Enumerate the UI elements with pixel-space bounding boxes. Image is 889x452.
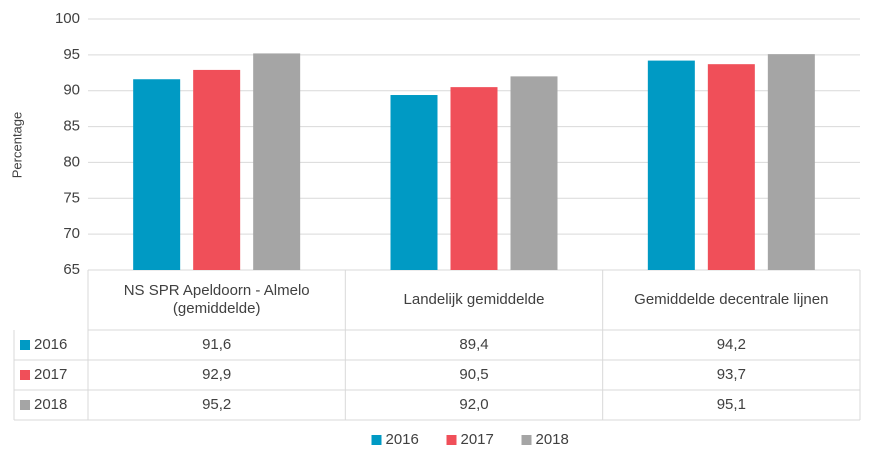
category-label: NS SPR Apeldoorn - Almelo (gemiddelde) [123, 282, 310, 317]
bar [193, 69, 241, 270]
bar [707, 64, 755, 271]
y-tick-label: 100 [55, 10, 80, 27]
legend-label: 2018 [536, 431, 569, 448]
y-tick-label: 70 [63, 225, 80, 242]
table-value: 91,6 [202, 336, 232, 353]
table-key [20, 340, 30, 350]
y-tick-label: 65 [63, 261, 80, 278]
legend-label: 2017 [461, 431, 494, 448]
category-label: Landelijk gemiddelde [403, 291, 545, 308]
table-value: 89,4 [459, 336, 489, 353]
bar [450, 87, 498, 270]
y-tick-label: 90 [63, 82, 80, 99]
bar [510, 76, 558, 270]
legend-label: 2016 [386, 431, 419, 448]
legend-swatch [446, 435, 457, 445]
bar [253, 53, 301, 271]
table-value: 93,7 [716, 366, 746, 383]
table-key [20, 400, 30, 410]
table-value: 94,2 [716, 336, 746, 353]
bar [133, 79, 181, 271]
table-value: 92,0 [459, 396, 489, 413]
table-value: 95,1 [716, 396, 746, 413]
y-tick-label: 80 [63, 153, 80, 170]
legend-swatch [371, 435, 382, 445]
category-label: Gemiddelde decentrale lijnen [634, 291, 829, 308]
row-header: 2018 [34, 396, 68, 413]
table-value: 95,2 [202, 396, 232, 413]
bar [767, 54, 815, 270]
y-tick-label: 75 [63, 189, 80, 206]
row-header: 2017 [34, 366, 68, 383]
y-tick-label: 95 [63, 46, 80, 63]
row-header: 2016 [34, 336, 68, 353]
table-value: 92,9 [202, 366, 232, 383]
table-key [20, 370, 30, 380]
y-tick-label: 85 [63, 118, 80, 135]
table-value: 90,5 [459, 366, 489, 383]
bar [390, 95, 438, 270]
bar [647, 60, 695, 270]
legend-swatch [521, 435, 532, 445]
y-axis-label: Percentage [9, 112, 24, 179]
